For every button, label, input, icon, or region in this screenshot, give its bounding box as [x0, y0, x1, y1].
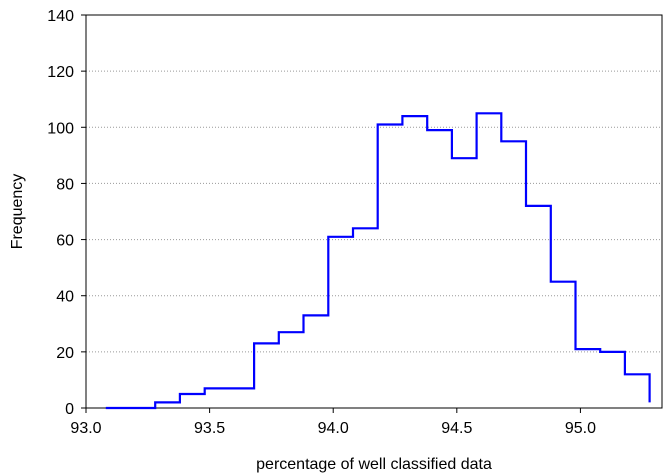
y-axis-title: Frequency: [9, 174, 26, 250]
x-tick-label: 94.0: [318, 420, 349, 437]
y-tick-label: 140: [47, 8, 74, 25]
frequency-step-line: [105, 112, 651, 410]
y-tick-label: 60: [56, 233, 74, 250]
x-axis: 93.0 93.5 94.0 94.5 95.0: [70, 408, 596, 437]
y-tick-label: 20: [56, 345, 74, 362]
x-tick-label: 93.0: [70, 420, 101, 437]
x-tick-label: 95.0: [565, 420, 596, 437]
x-axis-title: percentage of well classified data: [256, 456, 492, 473]
x-tick-label: 93.5: [194, 420, 225, 437]
y-tick-label: 80: [56, 176, 74, 193]
y-axis: 0 20 40 60 80 100 120 140: [47, 8, 86, 418]
y-tick-label: 100: [47, 120, 74, 137]
plot-frame: [85, 14, 663, 409]
gridlines: [86, 70, 662, 353]
y-tick-label: 120: [47, 64, 74, 81]
y-tick-label: 40: [56, 289, 74, 306]
y-tick-label: 0: [65, 401, 74, 418]
x-tick-label: 94.5: [441, 420, 472, 437]
